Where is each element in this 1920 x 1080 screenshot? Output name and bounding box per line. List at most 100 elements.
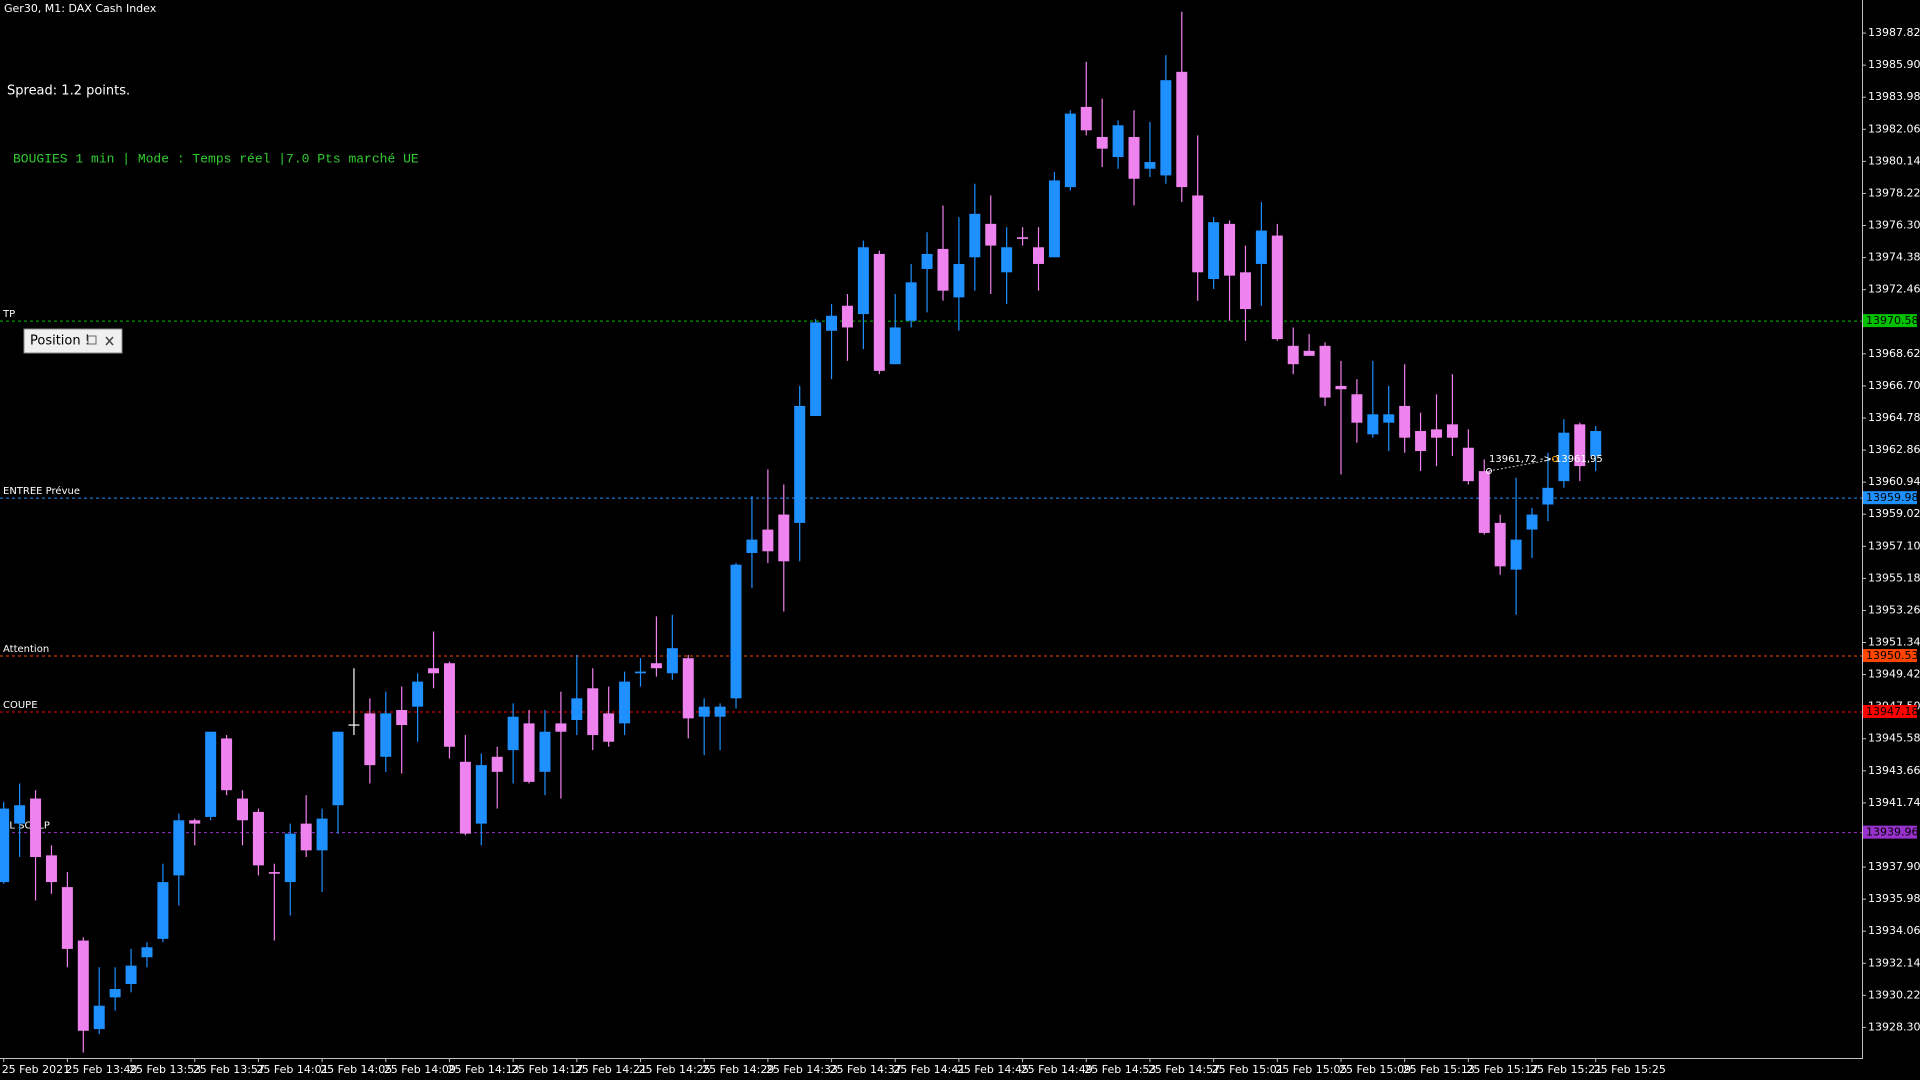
candle-body (1239, 272, 1251, 310)
level-price: 13950.53 (1866, 649, 1919, 662)
candle-body (412, 681, 424, 707)
y-tick-label: 13966.70 (1868, 379, 1920, 392)
candle-body (571, 698, 583, 721)
candle-body (14, 805, 26, 824)
candle-body (1192, 195, 1204, 273)
candle-body (937, 248, 949, 291)
y-tick-label: 13983.98 (1868, 90, 1920, 103)
candle-body (221, 738, 233, 791)
candle-body (666, 648, 678, 674)
candle-body (332, 731, 344, 806)
candle-body (985, 223, 997, 246)
x-tick-label: 25 Feb 14:09 (384, 1063, 456, 1076)
level-price: 13970.58 (1866, 314, 1919, 327)
candle-body (1255, 230, 1267, 264)
y-tick-label: 13960.94 (1868, 475, 1920, 488)
y-tick-label: 13964.78 (1868, 411, 1920, 424)
trendline (1488, 458, 1556, 472)
candle-body (1446, 424, 1458, 438)
candle-body (0, 808, 10, 883)
candle-body (841, 305, 853, 328)
level-price: 13939.96 (1866, 826, 1919, 839)
x-tick-label: 25 Feb 15:01 (1212, 1063, 1284, 1076)
candle-body (889, 327, 901, 365)
candle-body (141, 947, 153, 958)
y-tick-label: 13935.98 (1868, 892, 1920, 905)
candle-body (810, 322, 822, 416)
candle-body (587, 688, 599, 736)
candle-body (45, 855, 57, 883)
x-tick-label: 25 Feb 14:17 (511, 1063, 583, 1076)
y-tick-label: 13932.14 (1868, 956, 1920, 969)
candle-body (1462, 447, 1474, 482)
candle-body (1112, 125, 1124, 158)
candle-body (1367, 414, 1379, 435)
x-tick-label: 25 Feb 14:05 (320, 1063, 392, 1076)
x-tick-label: 25 Feb 13:49 (65, 1063, 137, 1076)
candle-body (1478, 471, 1490, 533)
close-icon[interactable] (105, 336, 114, 346)
candle-body (826, 315, 838, 331)
candle-body (1542, 487, 1554, 505)
candle-body (555, 723, 567, 732)
chart-title: Ger30, M1: DAX Cash Index (4, 2, 157, 15)
x-tick-label: 25 Feb 15:05 (1275, 1063, 1347, 1076)
level-price: 13959.98 (1866, 491, 1919, 504)
level-price-box (1863, 825, 1917, 839)
x-tick-label: 25 Feb 13:57 (193, 1063, 265, 1076)
x-tick-label: 25 Feb 14:21 (575, 1063, 647, 1076)
trendline-anchor (1486, 468, 1492, 474)
candle-body (1303, 350, 1315, 356)
candle-body (109, 989, 121, 998)
candle-body (491, 756, 503, 772)
candle-body (1351, 394, 1363, 423)
candle-body (953, 263, 965, 298)
candle-body (1208, 222, 1220, 279)
y-tick-label: 13957.10 (1868, 539, 1920, 552)
x-tick-label: 25 Feb 2021 (2, 1063, 70, 1076)
candle-body (969, 213, 981, 258)
x-tick-label: 25 Feb 15:13 (1403, 1063, 1475, 1076)
restore-icon[interactable] (87, 335, 97, 345)
candle-body (619, 681, 631, 724)
candle-body (539, 731, 551, 772)
level-name: SL SCALP (3, 821, 50, 832)
y-tick-label: 13978.22 (1868, 186, 1920, 199)
y-tick-label: 13951.34 (1868, 636, 1920, 649)
y-tick-label: 13987.82 (1868, 26, 1920, 39)
x-tick-label: 25 Feb 14:29 (702, 1063, 774, 1076)
candle-body (1160, 80, 1172, 176)
candle-body (189, 820, 201, 824)
candle-body (650, 663, 662, 669)
candle-body (698, 706, 710, 717)
y-tick-label: 13955.18 (1868, 571, 1920, 584)
candle-body (475, 765, 487, 824)
candle-body (603, 713, 615, 742)
candle-body (1271, 235, 1283, 340)
level-price-box (1863, 705, 1917, 719)
candle-body (1590, 431, 1602, 457)
y-tick-label: 13928.30 (1868, 1020, 1920, 1033)
candle-body (523, 723, 535, 782)
y-tick-label: 13949.42 (1868, 668, 1920, 681)
y-tick-label: 13976.30 (1868, 219, 1920, 232)
candle-body (1064, 113, 1076, 188)
x-tick-label: 25 Feb 14:25 (639, 1063, 711, 1076)
y-tick-label: 13962.86 (1868, 443, 1920, 456)
candle-body (1494, 522, 1506, 567)
panel-title: Position ! (30, 334, 90, 349)
level-name: COUPE (3, 700, 38, 711)
candle-body (268, 872, 280, 874)
x-tick-label: 25 Feb 14:33 (766, 1063, 838, 1076)
candle-body (1144, 162, 1156, 169)
candle-body (921, 253, 933, 269)
level-price-box (1863, 314, 1917, 328)
candle-body (635, 671, 646, 674)
candle-body (93, 1005, 105, 1030)
panel-box (23, 328, 123, 354)
position-panel[interactable]: Position ! (23, 328, 123, 354)
candle-body (1510, 539, 1522, 570)
mode-label: BOUGIES 1 min | Mode : Temps réel |7.0 P… (13, 151, 419, 166)
